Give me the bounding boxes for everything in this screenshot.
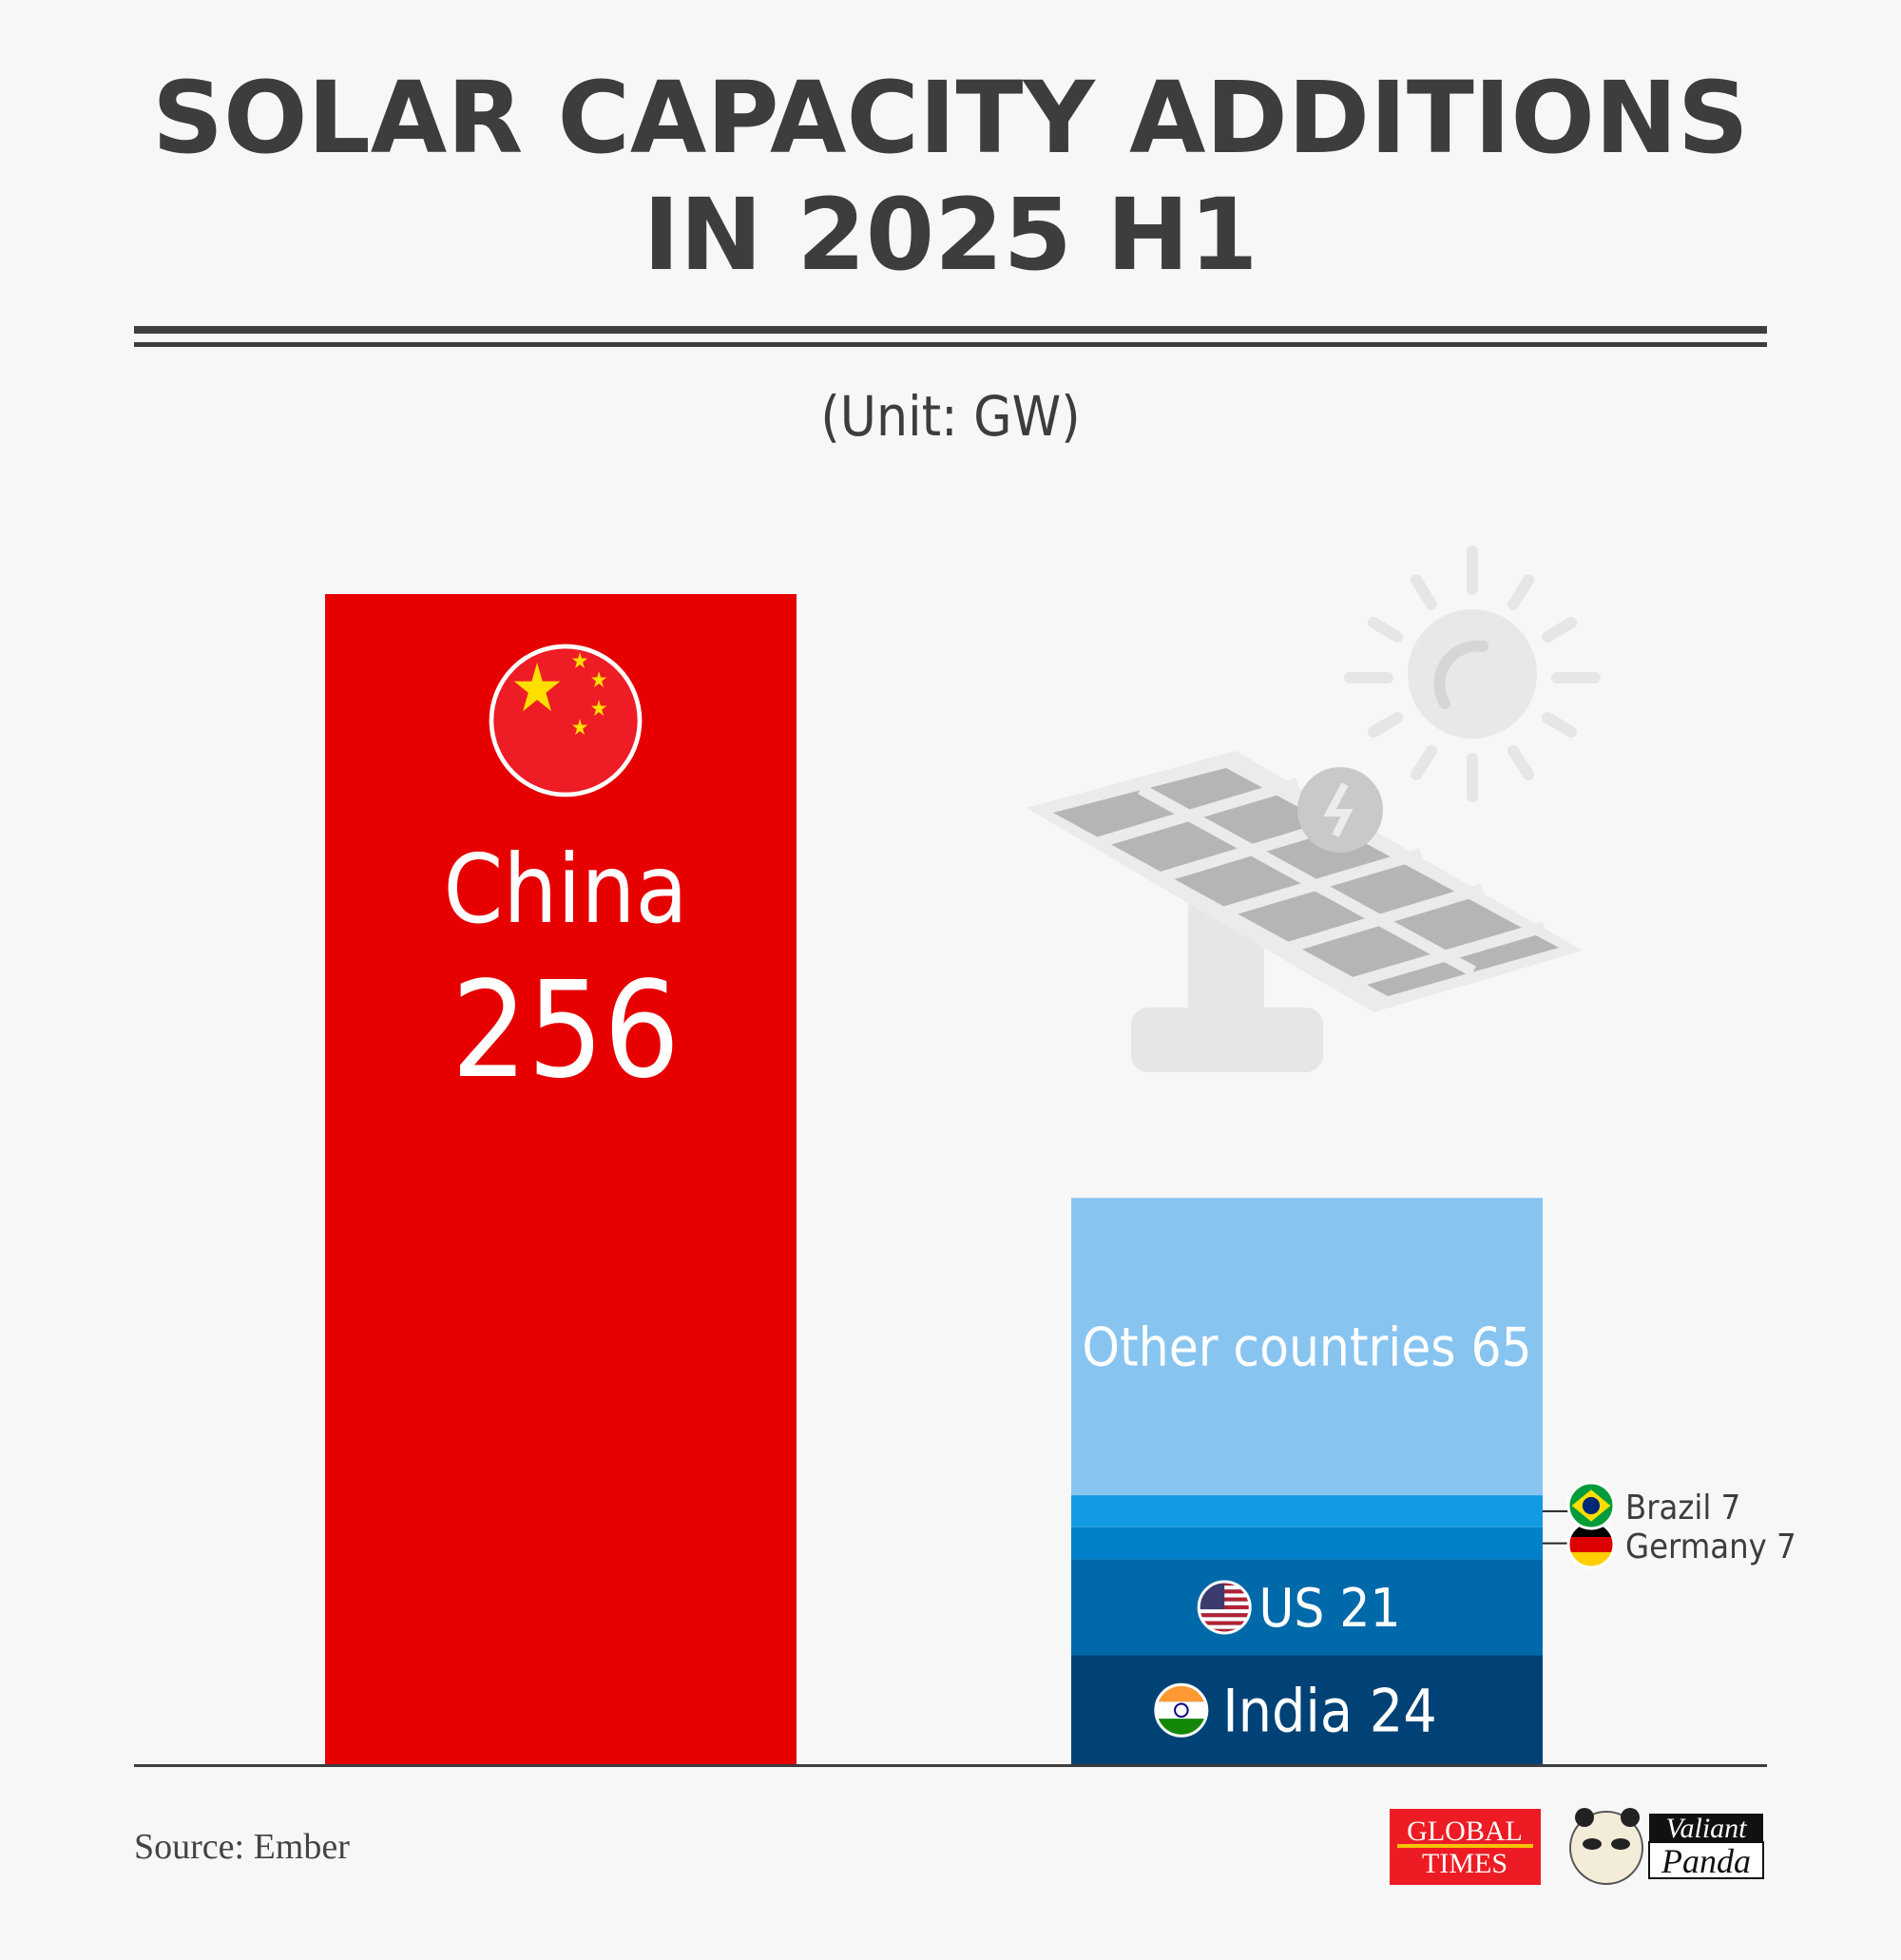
solar-panel-icon: [1027, 751, 1583, 1072]
valiant-panda-logo: Valiant Panda: [1569, 1808, 1764, 1885]
baseline: [134, 1764, 1767, 1767]
segment-label-other-countries: Other countries 65: [1082, 1317, 1531, 1379]
title-rule-top: [134, 326, 1767, 334]
india-flag-border: [1154, 1682, 1209, 1738]
segment-brazil: [1071, 1495, 1543, 1528]
unit-label: (Unit: GW): [820, 384, 1080, 449]
brazil-flag-border: [1566, 1481, 1616, 1530]
source-note: Source: Ember: [134, 1827, 350, 1867]
svg-text:★: ★: [571, 647, 589, 674]
segment-label-germany: Germany 7: [1625, 1528, 1796, 1566]
bar-label-china: China: [443, 834, 687, 945]
segment-germany: [1071, 1527, 1543, 1560]
svg-text:★: ★: [590, 666, 608, 693]
segment-other-countries: [1071, 1198, 1543, 1496]
chart-title-line-1: SOLAR CAPACITY ADDITIONS: [152, 60, 1749, 176]
bar-value-china: 256: [451, 953, 680, 1108]
svg-text:Panda: Panda: [1661, 1842, 1751, 1880]
svg-text:GLOBAL: GLOBAL: [1407, 1816, 1523, 1847]
segment-label-india: India 24: [1222, 1677, 1437, 1746]
segment-label-brazil: Brazil 7: [1625, 1489, 1740, 1528]
us-flag-border: [1197, 1580, 1252, 1635]
global-times-logo: GLOBAL TIMES: [1390, 1809, 1541, 1885]
svg-text:TIMES: TIMES: [1422, 1848, 1507, 1879]
svg-text:Valiant: Valiant: [1665, 1813, 1747, 1844]
china-flag-border: [489, 644, 643, 797]
chart-title-line-2: IN 2025 H1: [643, 177, 1258, 293]
title-rule-bottom: [134, 342, 1767, 347]
segment-us: [1071, 1559, 1543, 1656]
svg-text:★: ★: [571, 714, 589, 740]
segment-india: [1071, 1655, 1543, 1765]
segment-label-us: US 21: [1259, 1578, 1401, 1640]
sun-icon: [1344, 546, 1601, 802]
svg-text:★: ★: [590, 695, 608, 721]
